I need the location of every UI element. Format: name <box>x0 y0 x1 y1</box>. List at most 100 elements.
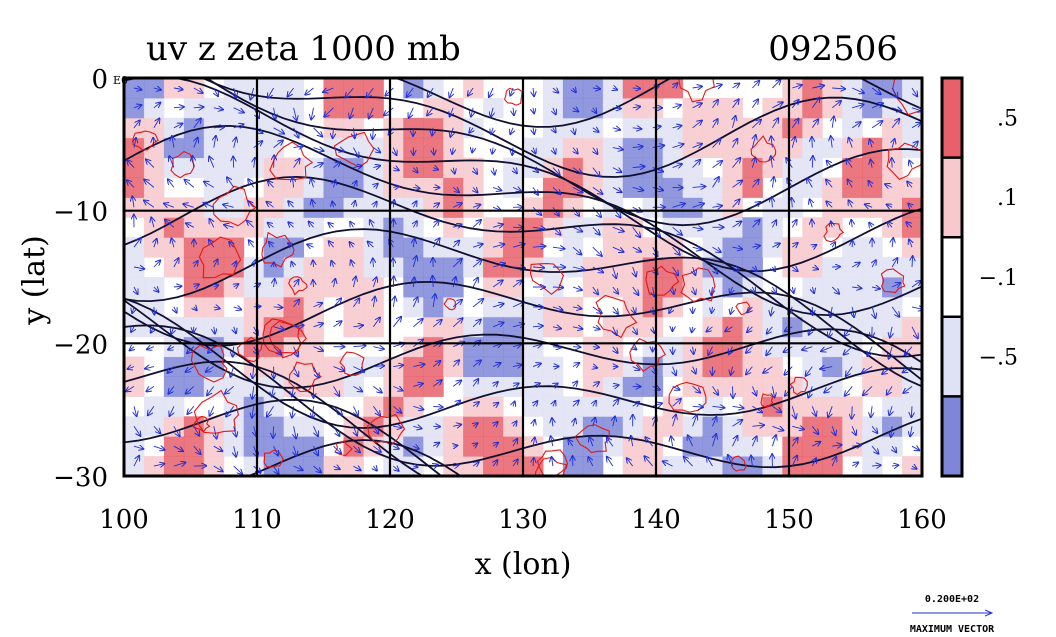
vorticity-cell <box>782 137 803 159</box>
wind-vector <box>672 164 682 168</box>
colorbar-label: −.1 <box>979 266 1018 291</box>
vorticity-contour <box>645 265 680 296</box>
vorticity-cell <box>622 456 644 476</box>
wind-vector <box>206 366 215 372</box>
wind-vector <box>413 187 419 188</box>
wind-vector <box>852 287 861 288</box>
wind-vector <box>472 260 482 268</box>
wind-vector <box>133 456 139 467</box>
wind-vector <box>552 187 561 194</box>
vorticity-cell <box>343 257 364 278</box>
wind-vector <box>452 259 462 268</box>
wind-vector <box>433 406 443 407</box>
wind-vector <box>672 386 680 389</box>
wind-vector <box>644 456 654 467</box>
vorticity-contour <box>529 263 565 296</box>
wind-vector <box>692 186 706 187</box>
wind-vector <box>752 99 758 109</box>
wind-vector <box>872 306 875 318</box>
wind-vector <box>752 437 756 447</box>
wind-vector <box>409 107 414 118</box>
vorticity-cell <box>423 277 444 298</box>
wind-vector <box>712 119 718 129</box>
wind-vector <box>452 187 459 192</box>
vorticity-cell <box>622 416 644 437</box>
vorticity-contour <box>880 268 906 294</box>
wind-vector <box>209 157 215 168</box>
wind-vector <box>752 287 754 292</box>
wind-vector <box>233 465 243 474</box>
vorticity-cell <box>782 117 803 139</box>
wind-vector <box>353 127 354 138</box>
wind-vector <box>144 200 155 208</box>
vorticity-contour <box>170 150 195 179</box>
vorticity-cell <box>203 157 225 178</box>
wind-vector <box>592 347 599 348</box>
wind-vector <box>453 203 462 207</box>
wind-vector <box>663 461 673 467</box>
wind-vector <box>293 280 299 288</box>
vorticity-cell <box>802 336 823 358</box>
wind-vector <box>613 346 618 353</box>
wind-vector <box>573 108 578 112</box>
wind-vector <box>492 207 500 210</box>
wind-vector <box>227 177 235 188</box>
wind-vector <box>413 278 414 288</box>
wind-vector <box>889 406 892 415</box>
wind-vector <box>313 366 319 378</box>
wind-vector <box>551 436 553 447</box>
max-vector-value: 0.200E+02 <box>925 594 979 605</box>
wind-vector <box>692 103 702 109</box>
wind-vector <box>653 326 655 333</box>
wind-vector <box>613 88 617 90</box>
wind-vector <box>552 327 561 329</box>
vorticity-cell <box>143 117 165 139</box>
vorticity-cell <box>283 296 305 318</box>
wind-vector <box>612 226 624 231</box>
vorticity-cell <box>742 436 763 457</box>
wind-vector <box>183 204 194 207</box>
wind-vector <box>214 285 218 287</box>
vorticity-cell <box>363 237 384 258</box>
wind-vector <box>127 160 135 168</box>
wind-vector <box>193 107 204 108</box>
wind-vector <box>393 365 403 367</box>
wind-vector <box>572 267 585 270</box>
colorbar-label: .5 <box>997 107 1018 132</box>
vorticity-cell <box>303 277 324 298</box>
vorticity-cell <box>143 177 165 198</box>
vorticity-cell <box>782 177 803 198</box>
wind-vector <box>533 107 534 114</box>
wind-vector <box>752 135 755 148</box>
wind-vector <box>772 243 780 247</box>
vorticity-cell <box>463 376 484 397</box>
wind-vector <box>732 247 743 249</box>
wind-vector <box>274 107 276 119</box>
wind-vector <box>153 138 154 148</box>
wind-vector <box>173 286 182 287</box>
wind-vector <box>752 220 759 228</box>
date-label: 092506 <box>768 29 898 69</box>
wind-vector <box>607 457 614 467</box>
wind-vector <box>373 148 380 153</box>
vorticity-cell <box>183 257 205 278</box>
wind-vector <box>293 325 304 327</box>
wind-vector <box>413 239 414 248</box>
vorticity-cell <box>423 296 444 318</box>
wind-vector <box>452 380 461 387</box>
vorticity-cell <box>363 277 384 298</box>
wind-vector <box>903 386 913 393</box>
wind-vector <box>413 319 422 328</box>
wind-vector <box>450 87 454 97</box>
wind-vector <box>351 260 354 268</box>
wind-vector <box>552 347 561 348</box>
wind-vector <box>612 207 621 217</box>
vorticity-cell <box>862 137 883 159</box>
vorticity-cell <box>143 197 165 218</box>
wind-vector <box>472 360 481 367</box>
vorticity-cell <box>822 217 843 238</box>
vorticity-cell <box>283 177 305 198</box>
vorticity-cell <box>183 217 205 238</box>
wind-vector <box>771 306 773 316</box>
wind-vector <box>612 399 619 407</box>
